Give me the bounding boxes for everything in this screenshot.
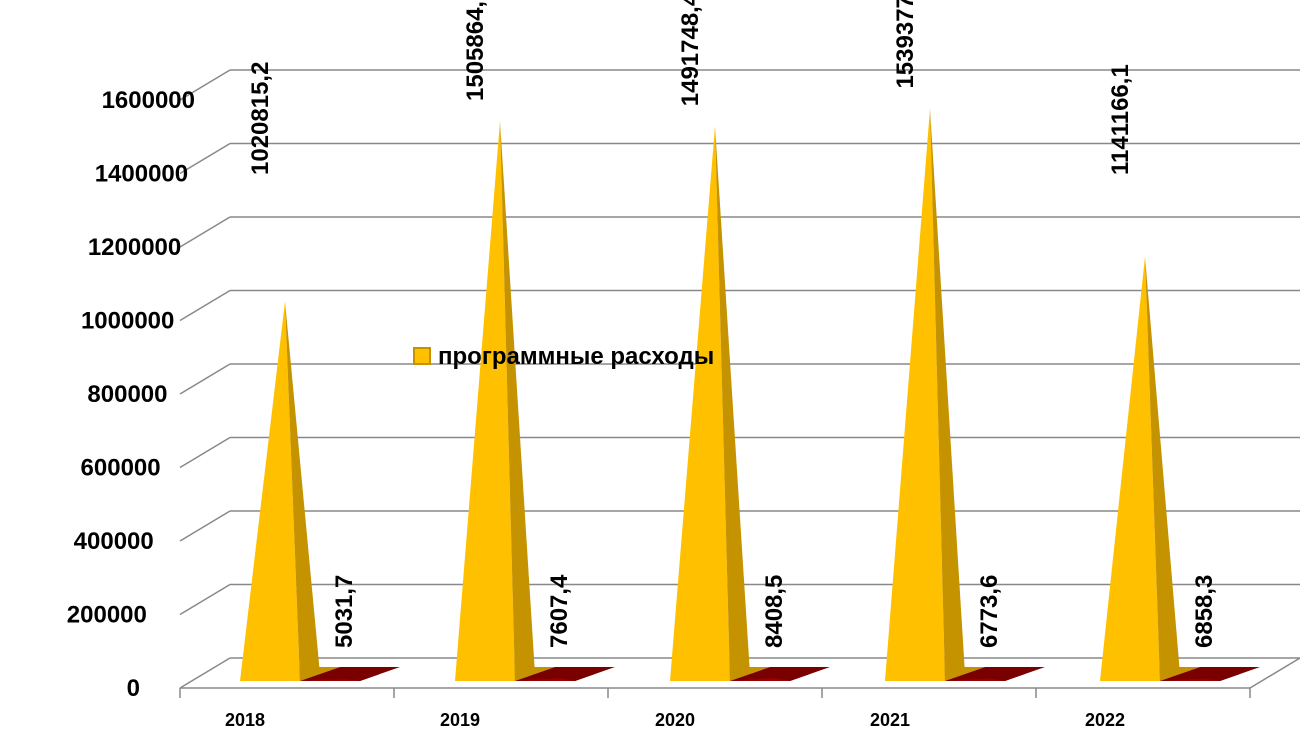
pyramid [1160,667,1260,681]
pyramid-side [345,674,380,681]
pyramid [730,667,830,681]
y-tick-label: 200000 [67,602,147,629]
pyramid-face [240,301,300,681]
value-label: 1539377,1 [892,0,919,89]
pyramid-side [285,301,320,681]
pyramid-side [930,108,965,682]
pyramid-side [775,674,810,681]
pyramid [945,667,1045,681]
pyramid-face [1100,256,1160,681]
grid-slant [179,216,231,248]
pyramid-face [455,121,515,681]
value-label: 6858,3 [1191,575,1218,648]
x-tick-label: 2019 [440,710,480,730]
pyramid [1100,256,1200,681]
pyramid-side [560,674,595,681]
pyramid-base [300,667,400,681]
pyramid-face [945,678,1005,681]
floor-right [1249,657,1300,689]
pyramid-side [500,121,535,681]
pyramid [670,126,770,682]
y-tick-label: 1400000 [95,161,188,188]
grid-slant [179,363,231,395]
pyramid-base [730,667,830,681]
pyramid-face [300,679,360,681]
pyramid-face [670,126,730,682]
y-tick-label: 800000 [87,381,167,408]
value-label: 7607,4 [546,574,573,648]
pyramid-face [885,108,945,682]
pyramid [455,121,555,681]
pyramid [885,108,985,682]
pyramid-side [1145,256,1180,681]
grid-slant [179,69,231,101]
value-label: 6773,6 [976,575,1003,648]
grid-slant [179,142,231,175]
grid-slant [179,436,231,469]
pyramid-base [1160,667,1260,681]
value-label: 8408,5 [761,575,788,648]
pyramid [515,667,615,681]
value-label: 1491748,4 [677,0,704,106]
y-tick-label: 1000000 [81,308,174,335]
value-label: 1141166,1 [1107,64,1134,175]
pyramid-face [1160,678,1220,681]
y-tick-label: 1600000 [102,87,195,114]
x-tick-label: 2022 [1085,710,1125,730]
x-tick-label: 2018 [225,710,265,730]
pyramid-base [515,667,615,681]
grid-slant [179,289,231,322]
grid-slant [179,583,231,616]
pyramid-side [715,126,750,682]
value-label: 1020815,2 [247,62,274,175]
pyramid-face [515,678,575,681]
pyramid-side [990,674,1025,681]
y-tick-label: 1200000 [88,234,181,261]
legend-swatch [413,347,431,365]
pyramid-face [730,677,790,681]
grid-slant [179,510,231,542]
x-tick-label: 2020 [655,710,695,730]
x-tick-label: 2021 [870,710,910,730]
grid-slant [179,657,231,689]
y-tick-label: 400000 [74,528,154,555]
pyramid [300,667,400,681]
pyramid-side [1205,674,1240,681]
value-label: 1505864,5 [462,0,489,101]
pyramid [240,301,340,681]
value-label: 5031,7 [331,575,358,648]
legend-label: программные расходы [438,343,714,370]
y-tick-label: 0 [127,675,140,702]
y-tick-label: 600000 [81,455,161,482]
pyramid-base [945,667,1045,681]
